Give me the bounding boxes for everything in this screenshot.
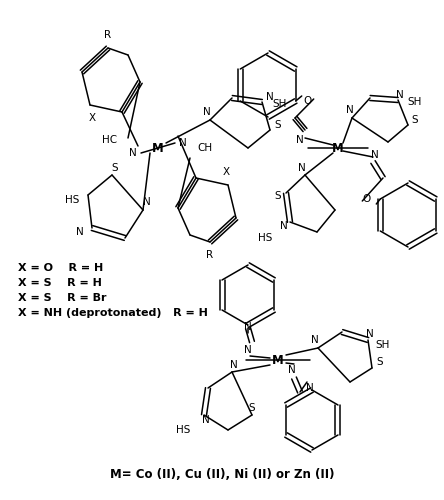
Text: S: S <box>377 357 383 367</box>
Text: SH: SH <box>273 99 287 109</box>
Text: N: N <box>288 365 296 375</box>
Text: X = O    R = H: X = O R = H <box>18 263 103 273</box>
Text: SH: SH <box>376 340 390 350</box>
Text: M: M <box>152 142 164 154</box>
Text: N: N <box>129 148 137 158</box>
Text: X = S    R = Br: X = S R = Br <box>18 293 107 303</box>
Text: X = S    R = H: X = S R = H <box>18 278 102 288</box>
Text: N: N <box>346 105 354 115</box>
Text: N: N <box>244 345 252 355</box>
Text: N: N <box>203 107 211 117</box>
Text: HC: HC <box>103 135 118 145</box>
Text: N: N <box>244 322 252 332</box>
Text: N: N <box>306 383 314 393</box>
Text: N: N <box>76 227 84 237</box>
Text: O: O <box>362 194 370 204</box>
Text: S: S <box>112 163 118 173</box>
Text: SH: SH <box>408 97 422 107</box>
Text: N: N <box>396 90 404 100</box>
Text: HS: HS <box>176 425 190 435</box>
Text: X: X <box>88 113 95 123</box>
Text: CH: CH <box>198 143 213 153</box>
Text: S: S <box>275 191 281 201</box>
Text: N: N <box>371 150 379 160</box>
Text: N: N <box>280 221 288 231</box>
Text: N: N <box>143 197 151 207</box>
Text: X: X <box>222 167 230 177</box>
Text: N: N <box>266 92 274 102</box>
Text: N: N <box>230 360 238 370</box>
Text: O: O <box>304 96 312 106</box>
Text: S: S <box>275 120 281 130</box>
Text: M: M <box>272 354 284 366</box>
Text: R: R <box>206 250 214 260</box>
Text: N: N <box>179 138 187 148</box>
Text: M: M <box>332 142 344 154</box>
Text: HS: HS <box>258 233 272 243</box>
Text: M= Co (II), Cu (II), Ni (II) or Zn (II): M= Co (II), Cu (II), Ni (II) or Zn (II) <box>110 468 334 481</box>
Text: N: N <box>298 163 306 173</box>
Text: S: S <box>249 403 255 413</box>
Text: S: S <box>412 115 418 125</box>
Text: N: N <box>366 329 374 339</box>
Text: N: N <box>202 415 210 425</box>
Text: N: N <box>296 135 304 145</box>
Text: X = NH (deprotonated)   R = H: X = NH (deprotonated) R = H <box>18 308 208 318</box>
Text: HS: HS <box>65 195 79 205</box>
Text: R: R <box>104 30 111 40</box>
Text: N: N <box>311 335 319 345</box>
